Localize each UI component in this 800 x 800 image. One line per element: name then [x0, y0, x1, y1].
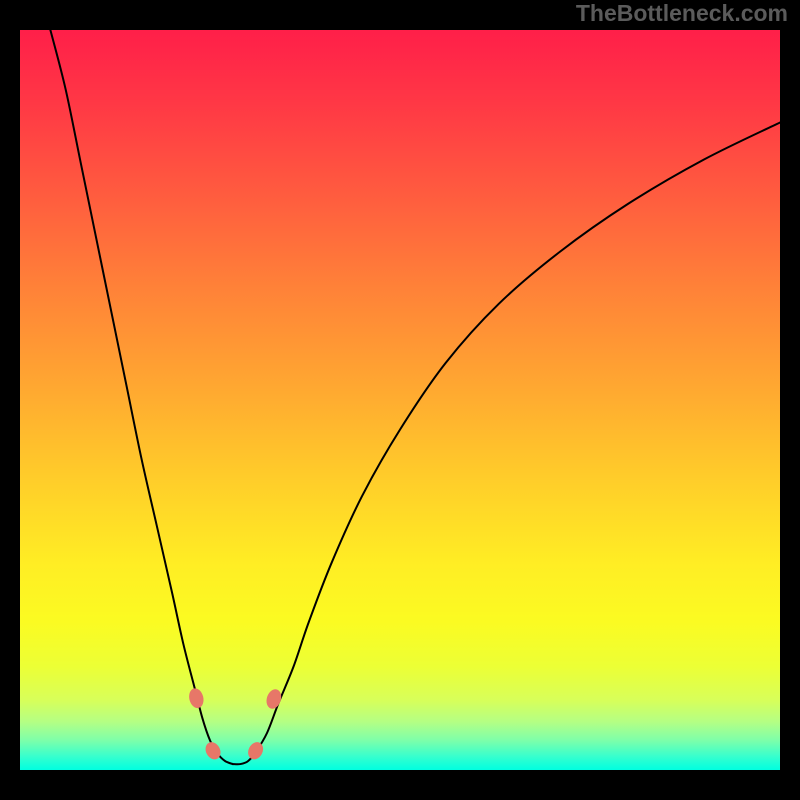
outer-frame: TheBottleneck.com [0, 0, 800, 800]
watermark-text: TheBottleneck.com [576, 0, 788, 27]
curve-left-branch [50, 30, 232, 764]
highlight-marker [245, 740, 266, 762]
bottleneck-curve [50, 30, 780, 764]
plot-area [20, 30, 780, 770]
highlight-marker [187, 687, 205, 710]
highlight-markers [187, 687, 283, 762]
highlight-marker [264, 687, 283, 710]
chart-container: TheBottleneck.com [0, 0, 800, 800]
highlight-marker [203, 740, 224, 762]
curve-layer [20, 30, 780, 770]
curve-right-branch [233, 123, 780, 765]
